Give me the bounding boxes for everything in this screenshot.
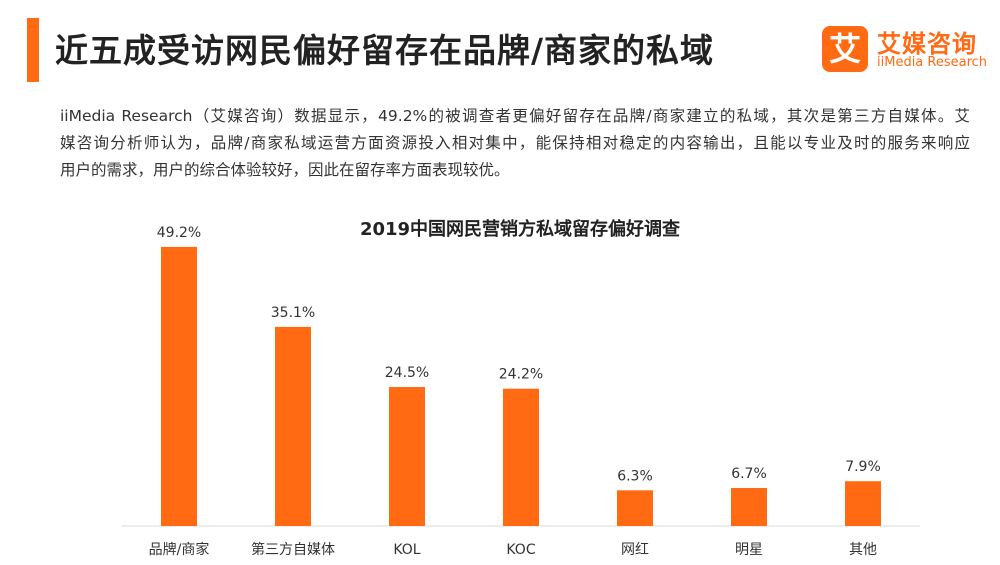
value-label-0: 49.2% [157, 225, 201, 241]
value-label-3: 24.2% [499, 367, 543, 383]
value-label-6: 7.9% [845, 459, 881, 475]
bar-6 [845, 481, 881, 526]
bar-3 [503, 388, 539, 526]
bar-0 [161, 246, 197, 526]
value-label-4: 6.3% [617, 468, 653, 484]
category-label-2: KOL [393, 542, 420, 558]
page-title: 近五成受访网民偏好留存在品牌/商家的私域 [55, 31, 715, 70]
chart-title: 2019中国网民营销方私域留存偏好调查 [360, 218, 680, 240]
bar-5 [731, 488, 767, 526]
summary-line-3: 用户的需求，用户的综合体验较好，因此在留存率方面表现较优。 [60, 161, 510, 179]
summary-line-2: 媒咨询分析师认为，品牌/商家私域运营方面资源投入相对集中，能保持相对稳定的内容输… [60, 134, 970, 152]
brand-logo: 艾 艾媒咨询 iiMedia Research [822, 26, 992, 76]
category-label-3: KOC [506, 542, 535, 558]
bar-4 [617, 490, 653, 526]
category-label-5: 明星 [735, 542, 763, 558]
value-label-1: 35.1% [271, 305, 315, 321]
title-accent-bar [27, 18, 39, 82]
summary-paragraph: iiMedia Research（艾媒咨询）数据显示，49.2%的被调查者更偏好… [60, 103, 970, 184]
bar-2 [389, 387, 425, 526]
bar-chart: 2019中国网民营销方私域留存偏好调查 49.2% 品牌/商家 35.1% 第三方自媒… [122, 218, 920, 558]
logo-name-en: iiMedia Research [877, 55, 988, 70]
category-label-0: 品牌/商家 [149, 541, 210, 558]
category-label-4: 网红 [621, 542, 649, 558]
category-label-6: 其他 [849, 542, 877, 558]
bars-group: 49.2% 品牌/商家 35.1% 第三方自媒体 24.5% KOL 24.2% KOC 6.3… [149, 225, 881, 558]
logo-mark-icon: 艾 [822, 26, 868, 72]
logo-name-cn: 艾媒咨询 [877, 30, 977, 58]
bar-1 [275, 326, 311, 526]
value-label-5: 6.7% [731, 466, 767, 482]
summary-line-1: iiMedia Research（艾媒咨询）数据显示，49.2%的被调查者更偏好… [60, 107, 970, 125]
value-label-2: 24.5% [385, 365, 429, 381]
category-label-1: 第三方自媒体 [251, 541, 335, 558]
